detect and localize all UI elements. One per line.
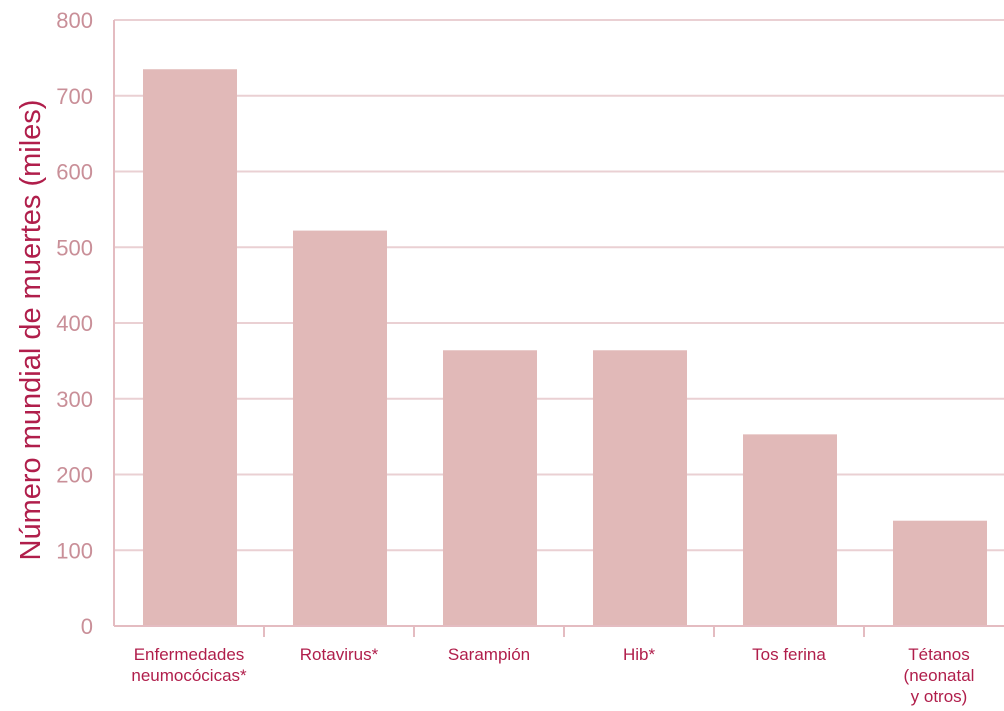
x-tick-label-line: Rotavirus* xyxy=(300,645,379,664)
x-tick-label-line: y otros) xyxy=(911,687,968,706)
x-tick-label-line: Tos ferina xyxy=(752,645,826,664)
x-tick-label: Hib* xyxy=(623,645,656,664)
bar xyxy=(443,350,537,626)
x-tick-label: Sarampión xyxy=(448,645,530,664)
labels: 0 100 200 300 400 500 600 700 800 Enfermedades neu… xyxy=(15,8,974,706)
y-tick-label: 500 xyxy=(56,235,93,260)
y-tick-label: 700 xyxy=(56,84,93,109)
y-tick-label: 600 xyxy=(56,160,93,185)
bar xyxy=(743,434,837,626)
x-tick-label: Rotavirus* xyxy=(300,645,379,664)
x-tick-label: Enfermedades neumocócicas* xyxy=(131,645,247,685)
y-tick-label: 300 xyxy=(56,387,93,412)
bar xyxy=(593,350,687,626)
bar xyxy=(893,520,987,626)
x-tick-label: Tétanos (neonatal y otros) xyxy=(904,645,975,706)
gridlines xyxy=(114,19,1004,552)
bar xyxy=(293,230,387,626)
y-tick-label: 100 xyxy=(56,538,93,563)
x-tick-label-line: Enfermedades xyxy=(134,645,245,664)
axes xyxy=(113,20,1004,637)
bars xyxy=(143,69,987,627)
x-tick-label-line: Hib* xyxy=(623,645,656,664)
x-tick-label: Tos ferina xyxy=(752,645,826,664)
x-tick-label-line: (neonatal xyxy=(904,666,975,685)
y-tick-label: 0 xyxy=(81,614,93,639)
x-tick-label-line: Tétanos xyxy=(908,645,969,664)
y-tick-label: 200 xyxy=(56,463,93,488)
y-tick-label: 400 xyxy=(56,311,93,336)
x-tick-label-line: neumocócicas* xyxy=(131,666,247,685)
y-axis-title: Número mundial de muertes (miles) xyxy=(15,100,47,561)
y-tick-label: 800 xyxy=(56,8,93,33)
x-tick-label-line: Sarampión xyxy=(448,645,530,664)
bar xyxy=(143,69,237,627)
